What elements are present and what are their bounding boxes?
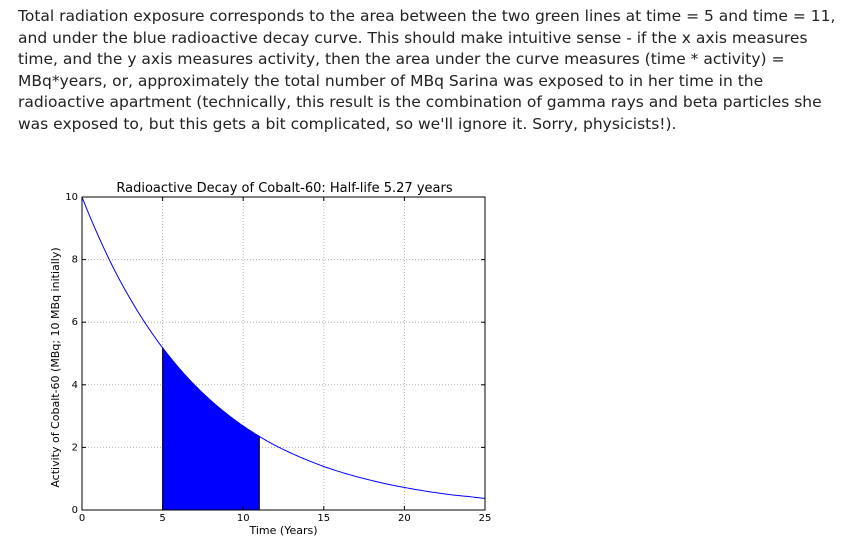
y-tick-label: 10: [65, 192, 78, 203]
y-tick-label: 8: [72, 255, 78, 266]
x-tick-label: 20: [398, 513, 411, 524]
x-tick-label: 5: [159, 513, 165, 524]
grid: [82, 197, 485, 510]
chart-title: Radioactive Decay of Cobalt-60: Half-lif…: [116, 181, 452, 196]
exposure-area: [162, 346, 260, 511]
plot-frame: [81, 196, 486, 511]
x-tick-label: 0: [79, 513, 85, 524]
explanation-paragraph: Total radiation exposure corresponds to …: [18, 7, 836, 133]
y-tick-label: 6: [72, 317, 78, 328]
x-tick-label: 15: [317, 513, 330, 524]
y-tick-label: 2: [72, 442, 78, 453]
x-tick-label: 10: [237, 513, 250, 524]
y-tick-label: 0: [72, 505, 78, 516]
y-tick-label: 4: [72, 380, 78, 391]
y-axis-label: Activity of Cobalt-60 (MBq; 10 MBq initi…: [49, 247, 62, 487]
decay-curve: [81, 196, 486, 499]
ticks: 0 5 10 15 20 25 0 2 4 6 8 10: [65, 192, 491, 524]
x-tick-label: 25: [479, 513, 492, 524]
x-axis-label: Time (Years): [248, 524, 317, 537]
